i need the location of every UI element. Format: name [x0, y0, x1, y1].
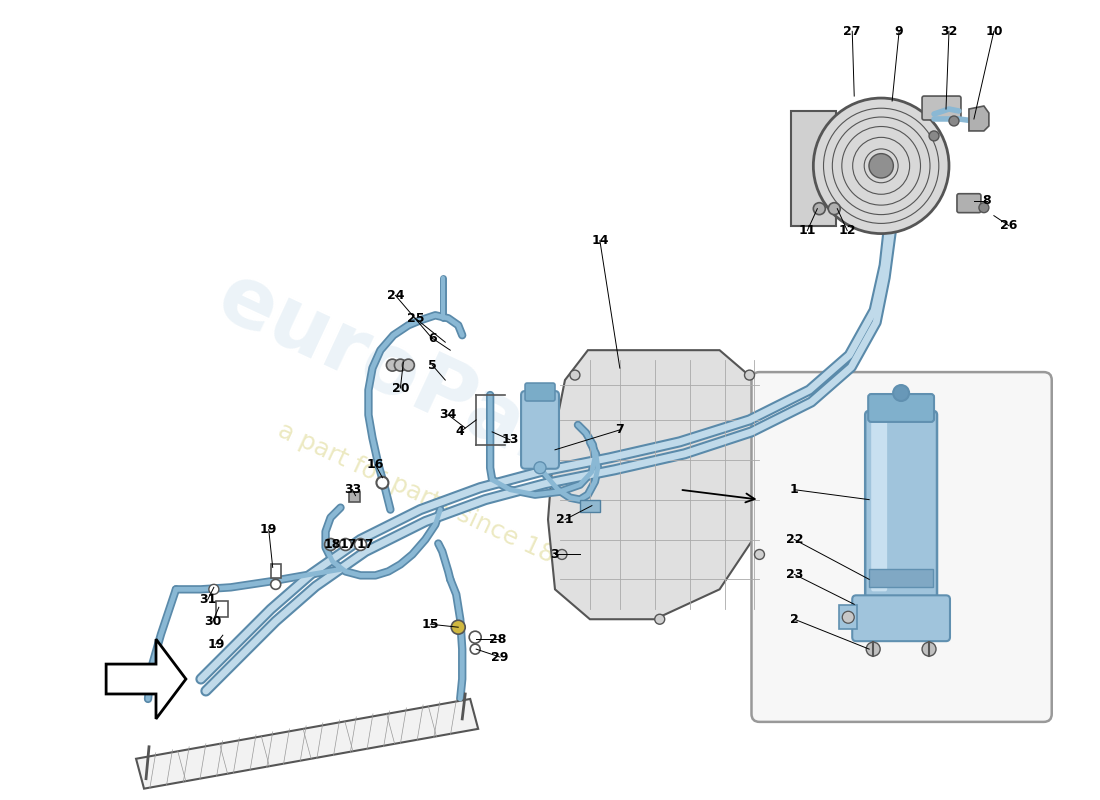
Circle shape: [340, 538, 352, 550]
Text: 15: 15: [421, 618, 439, 630]
Circle shape: [922, 642, 936, 656]
Circle shape: [843, 611, 855, 623]
Text: 26: 26: [1000, 219, 1018, 232]
Polygon shape: [969, 106, 989, 131]
Circle shape: [979, 202, 989, 213]
Text: 27: 27: [844, 25, 861, 38]
FancyBboxPatch shape: [866, 411, 937, 598]
FancyBboxPatch shape: [751, 372, 1052, 722]
FancyBboxPatch shape: [525, 383, 556, 401]
Text: 2: 2: [790, 613, 799, 626]
Bar: [349, 492, 361, 502]
Bar: [839, 606, 857, 630]
Circle shape: [403, 359, 415, 371]
Circle shape: [324, 538, 337, 550]
Text: 6: 6: [428, 332, 437, 345]
Circle shape: [376, 477, 388, 489]
Text: 20: 20: [392, 382, 409, 394]
Bar: [271, 565, 281, 578]
Text: 21: 21: [557, 513, 574, 526]
Text: 22: 22: [785, 533, 803, 546]
FancyBboxPatch shape: [957, 194, 981, 213]
Text: euroParts: euroParts: [205, 256, 656, 524]
Text: 9: 9: [894, 25, 903, 38]
Circle shape: [470, 631, 481, 643]
Text: 19: 19: [207, 638, 224, 650]
Circle shape: [866, 642, 880, 656]
Circle shape: [893, 385, 909, 401]
Circle shape: [557, 550, 566, 559]
Text: 13: 13: [502, 434, 519, 446]
Bar: [791, 111, 836, 226]
Circle shape: [654, 614, 664, 624]
Text: 28: 28: [490, 633, 507, 646]
Text: 30: 30: [205, 614, 221, 628]
FancyBboxPatch shape: [868, 394, 934, 422]
Circle shape: [395, 359, 406, 371]
Circle shape: [813, 98, 949, 234]
Text: 19: 19: [260, 523, 277, 536]
Text: 14: 14: [591, 234, 608, 247]
Polygon shape: [136, 699, 478, 789]
Text: a part for parts since 1885: a part for parts since 1885: [274, 418, 586, 581]
FancyBboxPatch shape: [852, 595, 950, 641]
Text: 25: 25: [407, 312, 425, 325]
Circle shape: [209, 584, 219, 594]
Circle shape: [570, 370, 580, 380]
Text: 4: 4: [455, 426, 464, 438]
Circle shape: [745, 370, 755, 380]
Bar: [216, 602, 228, 618]
Circle shape: [470, 644, 481, 654]
Text: 5: 5: [428, 358, 437, 372]
Circle shape: [869, 154, 893, 178]
Circle shape: [386, 359, 398, 371]
Circle shape: [813, 202, 825, 214]
FancyBboxPatch shape: [871, 418, 887, 591]
Circle shape: [451, 620, 465, 634]
Circle shape: [755, 550, 764, 559]
Text: 1: 1: [790, 483, 799, 496]
Circle shape: [271, 579, 281, 590]
Text: 33: 33: [344, 483, 361, 496]
Polygon shape: [548, 350, 769, 619]
Circle shape: [828, 202, 840, 214]
Text: 11: 11: [799, 224, 816, 237]
Text: 34: 34: [440, 409, 456, 422]
Text: 16: 16: [366, 458, 384, 471]
Circle shape: [930, 131, 939, 141]
Text: 32: 32: [940, 25, 958, 38]
Text: 17: 17: [356, 538, 374, 551]
Text: 7: 7: [615, 423, 624, 436]
FancyBboxPatch shape: [521, 391, 559, 469]
Text: 18: 18: [323, 538, 341, 551]
Text: 10: 10: [986, 25, 1002, 38]
Circle shape: [534, 462, 546, 474]
Text: 29: 29: [492, 650, 509, 664]
Circle shape: [354, 538, 366, 550]
Circle shape: [949, 116, 959, 126]
Polygon shape: [106, 639, 186, 719]
Bar: [580, 500, 600, 512]
Text: 31: 31: [199, 593, 217, 606]
Text: 24: 24: [386, 289, 404, 302]
Text: 12: 12: [838, 224, 856, 237]
FancyBboxPatch shape: [922, 96, 961, 120]
Text: 17: 17: [340, 538, 358, 551]
FancyBboxPatch shape: [869, 570, 933, 587]
Text: 3: 3: [551, 548, 559, 561]
Text: 8: 8: [982, 194, 991, 207]
Text: 23: 23: [785, 568, 803, 581]
